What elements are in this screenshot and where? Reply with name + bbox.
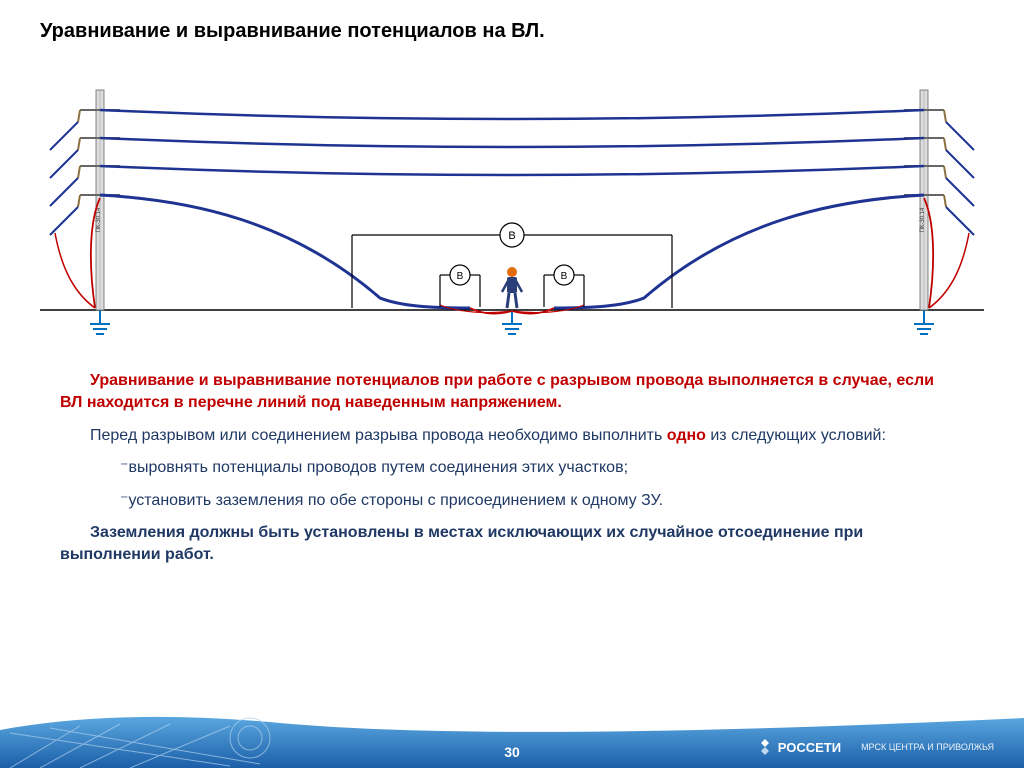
slide-title: Уравнивание и выравнивание потенциалов н… (40, 20, 545, 43)
logo-mrsk: МРСК ЦЕНТРА И ПРИВОЛЖЬЯ (861, 742, 994, 752)
voltmeter-label: В (561, 271, 568, 282)
para-2-lead: Перед разрывом или соединением разрыва п… (90, 427, 667, 444)
para-red: Уравнивание и выравнивание потенциалов п… (60, 370, 960, 415)
slide: Уравнивание и выравнивание потенциалов н… (0, 0, 1024, 768)
para-2-tail: из следующих условий: (706, 427, 886, 444)
body-text: Уравнивание и выравнивание потенциалов п… (60, 370, 960, 577)
voltmeter-2: В (440, 265, 480, 307)
rosseti-icon (756, 738, 774, 756)
voltmeter-1: В (352, 223, 672, 308)
person-icon (502, 267, 522, 308)
wire-4-left (100, 195, 470, 308)
logo-rosseti: РОССЕТИ (756, 738, 841, 756)
voltmeter-3: В (544, 265, 584, 307)
list-item-1: ⁻выровнять потенциалы проводов путем сое… (120, 457, 960, 479)
wire-3 (100, 166, 924, 175)
wire-1 (100, 110, 924, 119)
para-3: Заземления должны быть установлены в мес… (60, 522, 960, 567)
tower-label: ПК-30.14 (920, 207, 926, 232)
para-2-bold: одно (667, 427, 706, 444)
list-item-2: ⁻установить заземления по обе стороны с … (120, 490, 960, 512)
para-2: Перед разрывом или соединением разрыва п… (60, 425, 960, 447)
ground-symbol (90, 310, 110, 334)
tower-label: ПК-30.14 (96, 207, 102, 232)
diagram-svg: ПК-30.14 ПК-30.14 (40, 80, 984, 340)
wire-2 (100, 138, 924, 147)
footer: 30 РОССЕТИ МРСК ЦЕНТРА И ПРИВОЛЖЬЯ (0, 708, 1024, 768)
voltmeter-label: В (457, 271, 464, 282)
wire-4-right (554, 195, 924, 308)
voltmeter-label: В (508, 230, 515, 242)
ground-symbol (502, 310, 522, 334)
logo-rosseti-text: РОССЕТИ (778, 740, 841, 755)
footer-logos: РОССЕТИ МРСК ЦЕНТРА И ПРИВОЛЖЬЯ (756, 738, 994, 756)
ground-symbol (914, 310, 934, 334)
